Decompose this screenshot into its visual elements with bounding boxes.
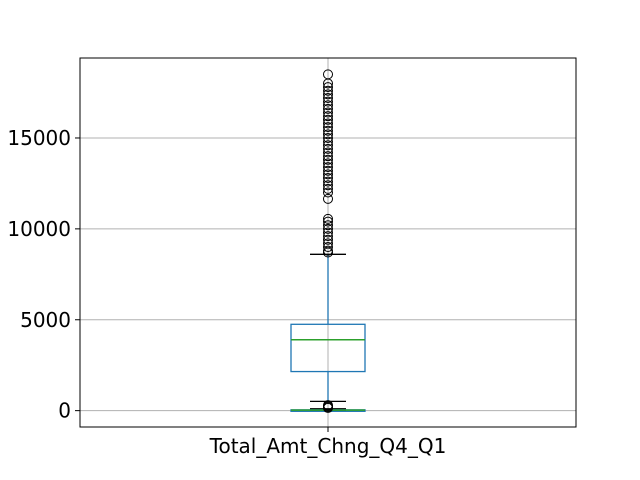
- outlier-point: [323, 92, 333, 103]
- outlier-point: [323, 400, 333, 411]
- outlier-point: [323, 125, 333, 136]
- outlier-point: [323, 169, 333, 180]
- outlier-point: [323, 242, 333, 253]
- outlier-point: [323, 114, 333, 125]
- outlier-point: [323, 78, 333, 89]
- outlier-point: [323, 158, 333, 169]
- outlier-point: [323, 107, 333, 118]
- outlier-point: [323, 247, 333, 258]
- outlier-point: [323, 193, 333, 204]
- outlier-point: [323, 147, 333, 158]
- outlier-point: [323, 180, 333, 191]
- outlier-point: [323, 165, 333, 176]
- outlier-point: [323, 227, 333, 238]
- axis-ticks: 0 5000 10000 15000: [7, 126, 329, 432]
- outlier-point: [323, 223, 333, 234]
- outlier-point: [323, 122, 333, 133]
- outlier-point: [323, 176, 333, 187]
- outlier-point: [323, 213, 333, 224]
- outlier-point: [323, 220, 333, 231]
- outlier-point: [323, 100, 333, 111]
- outlier-point: [323, 82, 333, 93]
- x-tick-label-total-amt-chng-q4-q1: Total_Amt_Chng_Q4_Q1: [209, 434, 447, 458]
- outlier-point: [323, 111, 333, 122]
- outlier-point: [323, 183, 333, 194]
- outlier-point: [323, 172, 333, 183]
- outlier-point: [323, 162, 333, 173]
- outlier-point: [323, 103, 333, 114]
- outlier-point: [323, 118, 333, 129]
- y-tick-label: 5000: [20, 308, 71, 332]
- outlier-point: [323, 129, 333, 140]
- outlier-point: [323, 85, 333, 96]
- outlier-point: [323, 187, 333, 198]
- outlier-point: [323, 154, 333, 165]
- outlier-point: [323, 143, 333, 154]
- outlier-point: [323, 234, 333, 245]
- outlier-point: [323, 140, 333, 151]
- outlier-point: [323, 136, 333, 147]
- y-tick-label: 10000: [7, 217, 71, 241]
- outlier-point: [323, 132, 333, 143]
- box-plot-elements: [290, 69, 366, 413]
- outlier-point: [323, 216, 333, 227]
- y-tick-label: 15000: [7, 126, 71, 150]
- y-tick-label: 0: [58, 399, 71, 423]
- outlier-point: [323, 96, 333, 107]
- outlier-point: [323, 151, 333, 162]
- iqr-box: [290, 323, 366, 373]
- outlier-point: [323, 231, 333, 242]
- outlier-point: [323, 89, 333, 100]
